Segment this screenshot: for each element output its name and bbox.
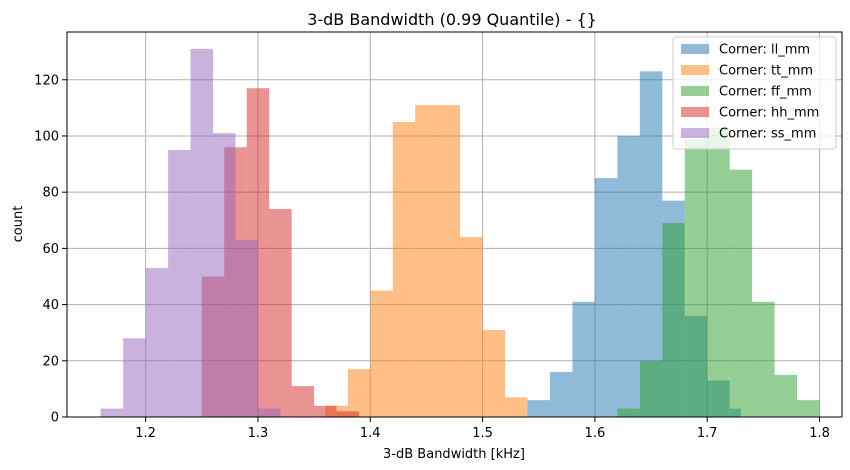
histogram-bar [684,138,708,417]
chart-title: 3-dB Bandwidth (0.99 Quantile) - {} [307,10,597,29]
histogram-bar [347,369,371,417]
histogram-bar [336,411,360,417]
histogram-bar [291,386,315,417]
histogram-bar [213,133,236,417]
legend-box [672,36,837,150]
y-tick-label: 120 [34,73,59,88]
legend-swatch [681,107,709,117]
histogram-bar [257,408,281,417]
histogram-bar [752,301,775,417]
histogram-bar [168,150,191,418]
histogram-bar [190,48,214,417]
x-axis-label: 3-dB Bandwidth [kHz] [383,447,525,462]
histogram-bar [482,329,506,417]
legend-swatch [681,44,709,54]
histogram-bar [639,360,663,417]
histogram-bar [549,372,573,417]
histogram-bar [639,71,663,417]
y-tick-label: 40 [42,298,59,313]
y-tick-label: 0 [51,411,59,426]
legend-swatch [681,86,709,96]
x-tick-label: 1.8 [809,426,830,441]
histogram-bar [437,105,461,417]
legend-swatch [681,128,709,138]
x-tick-label: 1.4 [360,426,381,441]
histogram-bar [314,405,337,417]
histogram-bar [729,169,753,417]
histogram-bar [617,135,640,418]
legend-label: Corner: tt_mm [719,64,813,79]
histogram-bar [145,268,169,417]
histogram-bar [392,121,416,418]
legend-label: Corner: ll_mm [719,43,810,58]
histogram-bar [235,239,258,417]
legend-swatch [681,65,709,75]
y-axis-label: count [11,206,26,243]
y-tick-label: 100 [34,129,59,144]
histogram-bar [505,397,528,417]
x-tick-label: 1.2 [135,426,156,441]
x-tick-label: 1.5 [472,426,493,441]
y-tick-label: 20 [42,354,59,369]
x-tick-label: 1.6 [585,426,606,441]
legend-label: Corner: ss_mm [719,127,816,142]
axis-ticks: 1.2 1.3 1.4 1.5 1.6 1.7 1.8 0 20 40 60 80 100 120 [34,73,830,441]
histogram-bar [100,408,124,417]
legend-label: Corner: ff_mm [719,85,812,100]
histogram-bar [370,290,393,417]
histogram-bar [774,374,798,417]
histogram-bar [415,105,438,417]
histogram-bar [123,338,146,417]
legend: Corner: ll_mm Corner: tt_mm Corner: ff_mm C… [672,36,837,150]
histogram-bar [662,223,685,417]
histogram-bar [460,237,483,417]
histogram-bar [572,301,595,417]
histogram-bar [797,400,820,417]
histogram-bar [527,400,550,417]
histogram-bar [269,209,292,417]
x-tick-label: 1.3 [248,426,269,441]
plot-frame [66,31,843,418]
y-tick-label: 60 [42,242,59,257]
histogram-bar [594,178,618,417]
histogram-bar [707,127,730,417]
x-tick-label: 1.7 [697,426,718,441]
histogram-bars [100,48,820,418]
legend-label: Corner: hh_mm [719,106,819,121]
histogram-bar [617,408,640,417]
y-tick-label: 80 [42,186,59,201]
